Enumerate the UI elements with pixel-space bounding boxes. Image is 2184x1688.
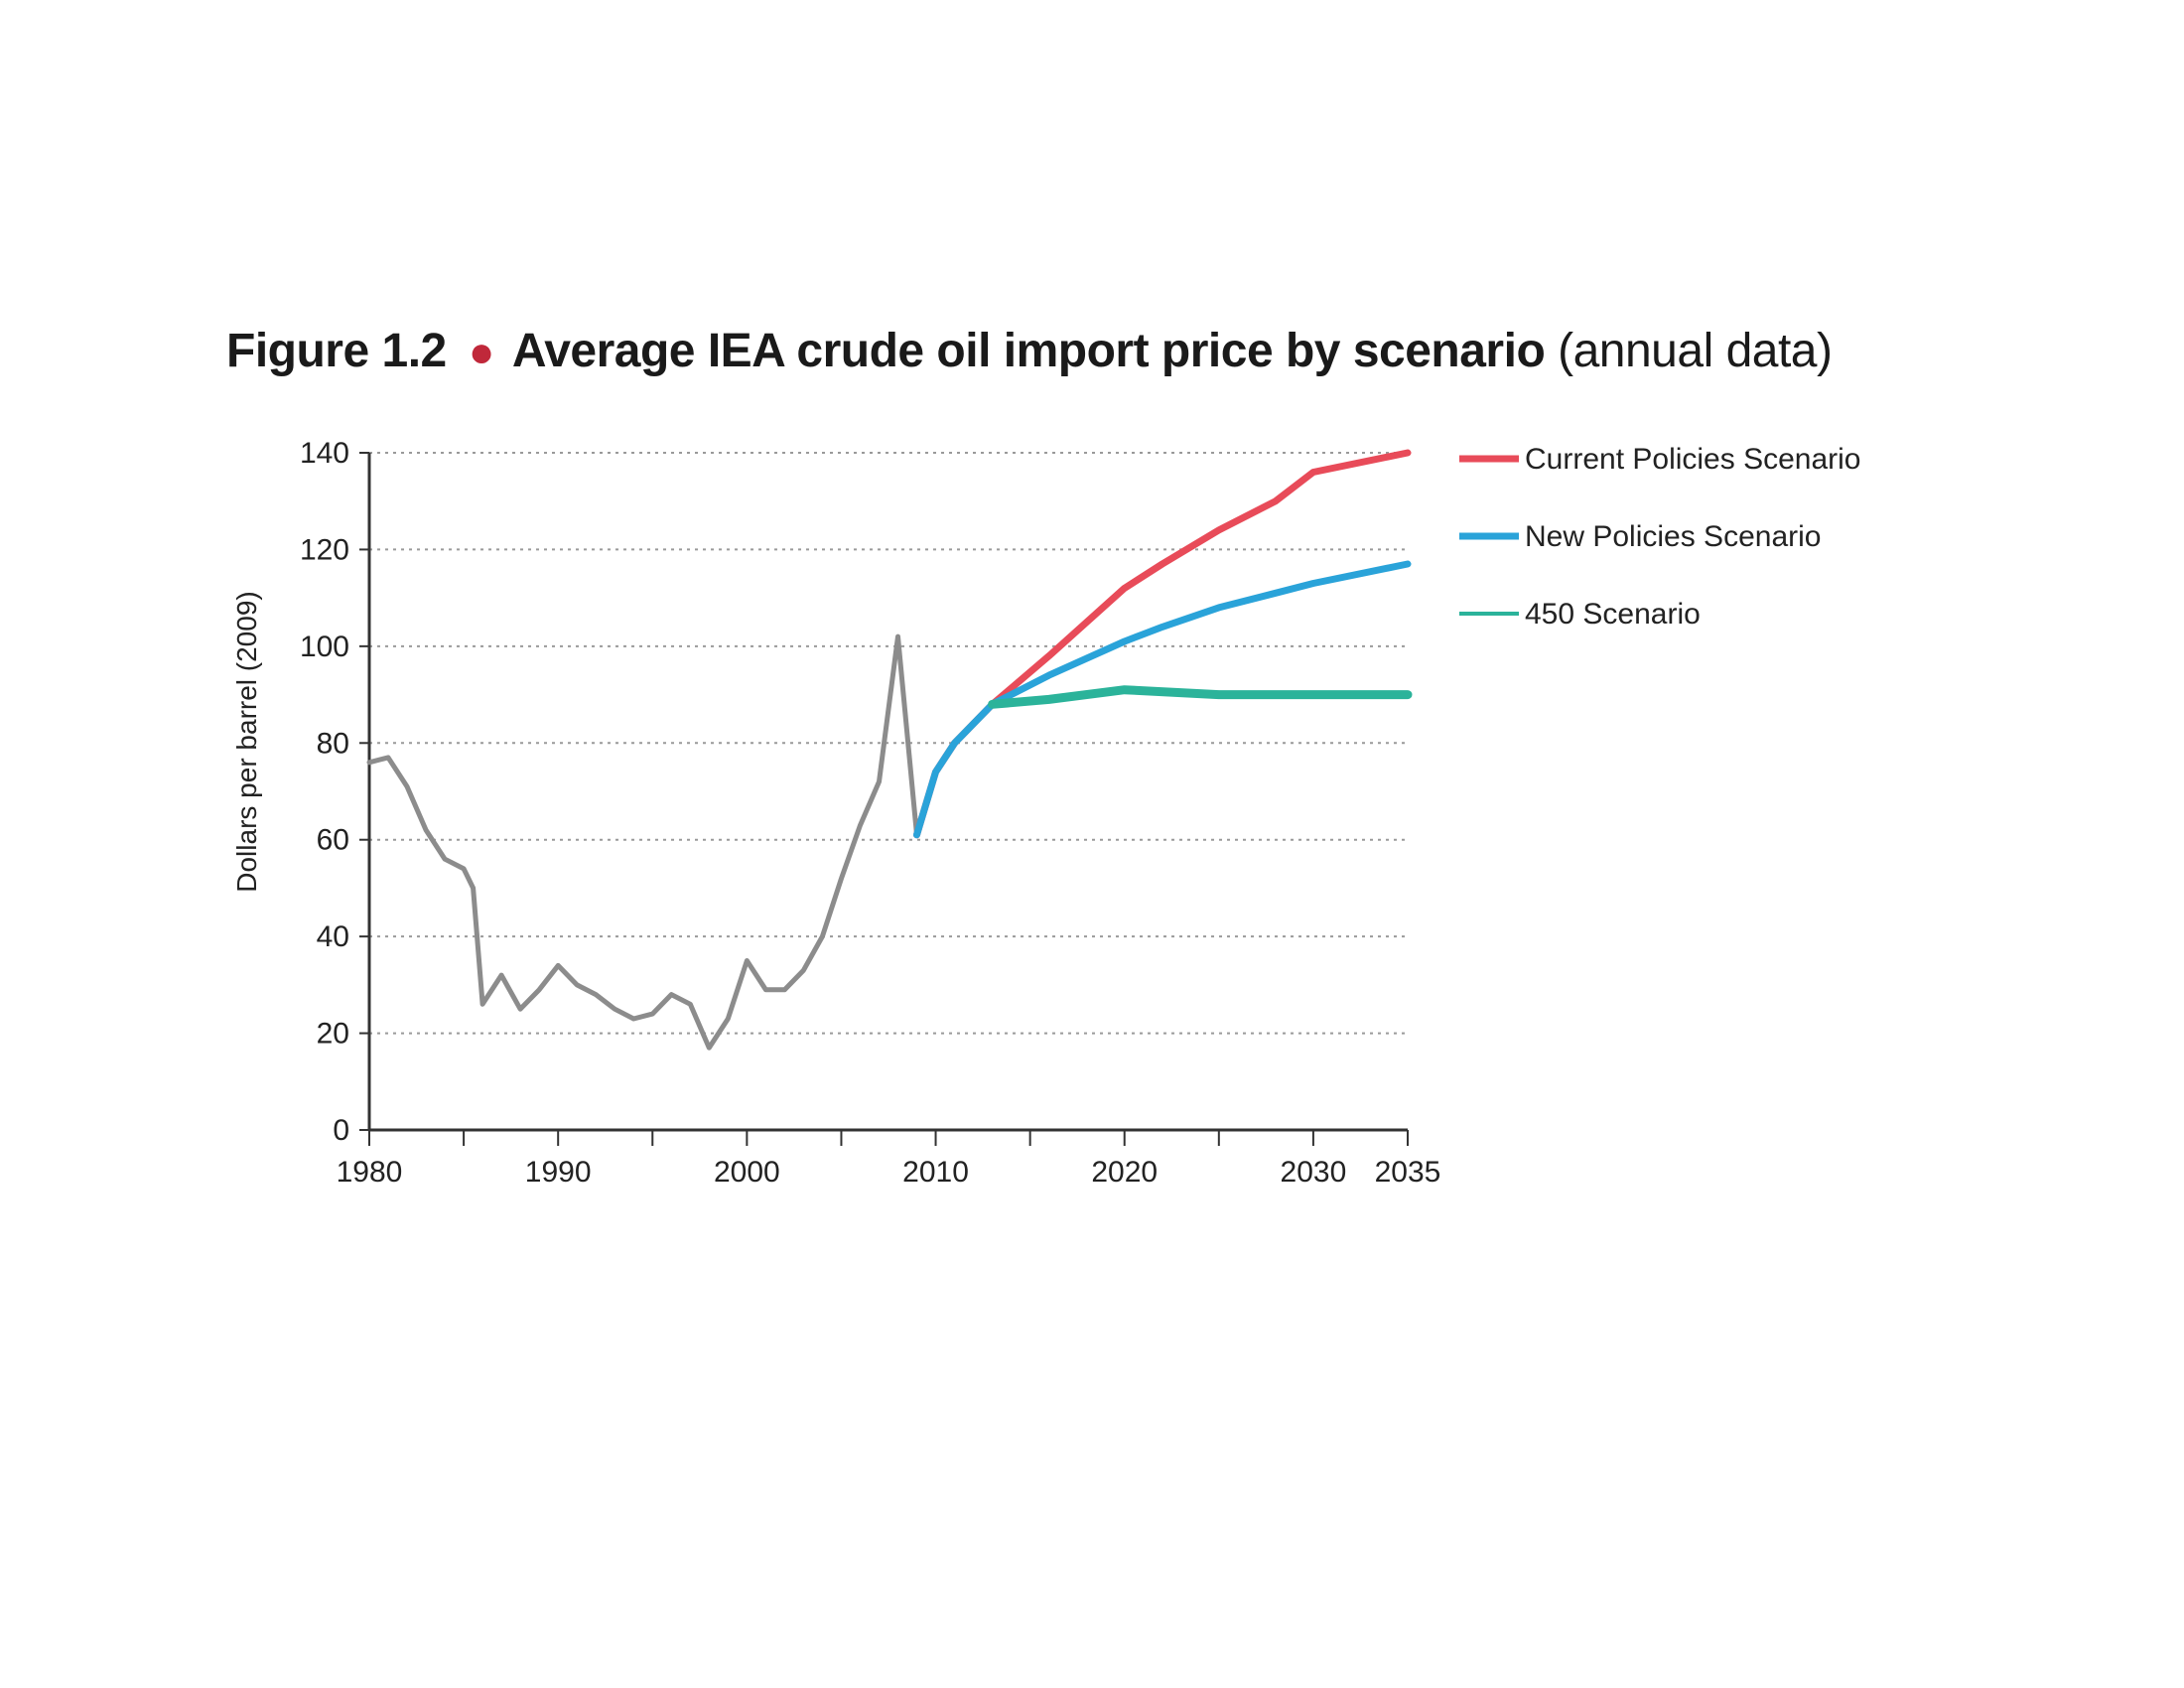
series-lines xyxy=(366,449,1413,1051)
figure-title-note: (annual data) xyxy=(1558,325,1833,377)
x-tick-label-2030: 2030 xyxy=(1281,1156,1347,1189)
axes xyxy=(367,453,1408,1132)
x-tick-label-2000: 2000 xyxy=(714,1156,780,1189)
legend-label-1: New Policies Scenario xyxy=(1525,520,1821,553)
grid-lines xyxy=(369,452,1408,1035)
figure-title-text: Average IEA crude oil import price by sc… xyxy=(511,325,1546,377)
figure-label: Figure 1.2 xyxy=(226,325,447,377)
y-tick-label-80: 80 xyxy=(317,727,349,760)
ticks: 0 20 40 60 80 100 120 140 1980 1990 2000 2010 2020 20… xyxy=(300,437,1440,1189)
legend-label-0: Current Policies Scenario xyxy=(1525,443,1860,476)
x-tick-label-2020: 2020 xyxy=(1091,1156,1158,1189)
x-tick-label-2035: 2035 xyxy=(1375,1156,1441,1189)
legend-label-2: 450 Scenario xyxy=(1525,598,1701,631)
x-tick-label-1990: 1990 xyxy=(525,1156,592,1189)
y-tick-label-0: 0 xyxy=(333,1114,349,1147)
y-tick-label-60: 60 xyxy=(317,824,349,857)
series-line-new-policies-scenario xyxy=(913,560,1412,839)
y-tick-label-40: 40 xyxy=(317,920,349,953)
title-bullet-icon: ● xyxy=(468,328,495,376)
legend: Current Policies Scenario New Policies Sc… xyxy=(1459,443,1860,631)
y-axis-label: Dollars per barrel (2009) xyxy=(231,591,262,892)
y-tick-label-20: 20 xyxy=(317,1018,349,1051)
y-tick-label-120: 120 xyxy=(300,533,349,566)
y-tick-label-140: 140 xyxy=(300,437,349,470)
y-tick-label-100: 100 xyxy=(300,631,349,663)
x-tick-label-1980: 1980 xyxy=(337,1156,403,1189)
series-line-current-policies-scenario xyxy=(913,449,1412,839)
series-line-historical xyxy=(366,633,919,1051)
series-line-450-scenario xyxy=(988,685,1413,709)
x-tick-label-2010: 2010 xyxy=(902,1156,969,1189)
figure-title: Figure 1.2 ● Average IEA crude oil import … xyxy=(226,324,1833,378)
